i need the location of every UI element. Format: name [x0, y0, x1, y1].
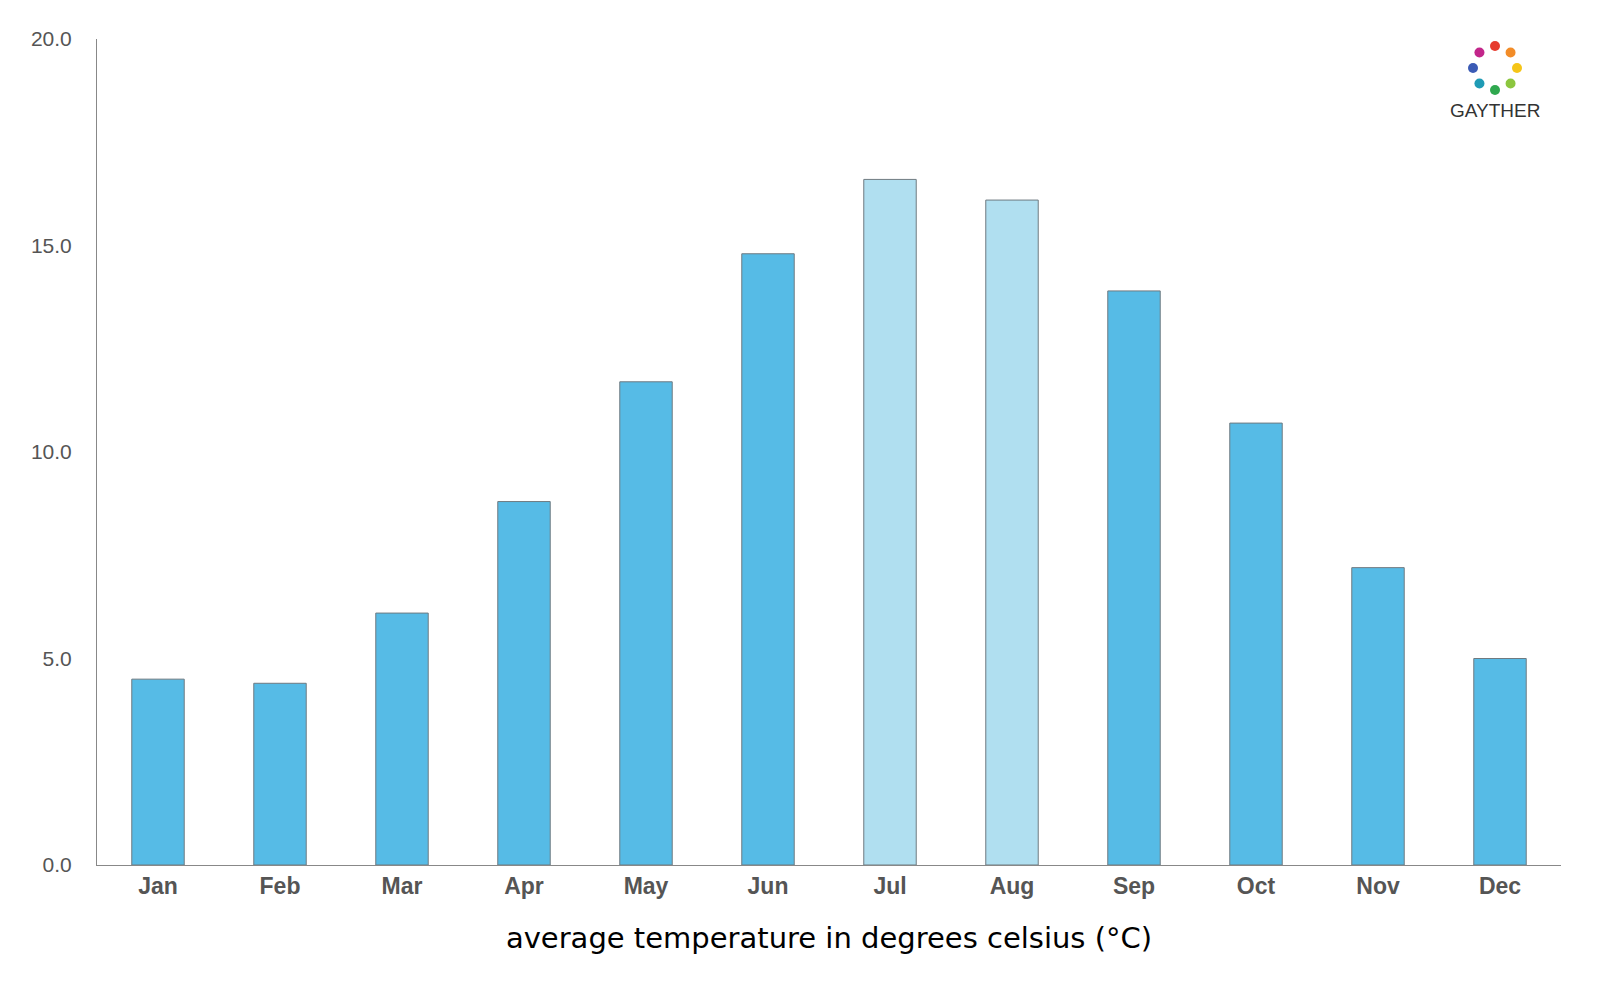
svg-text:May: May — [624, 873, 669, 899]
svg-text:Apr: Apr — [504, 873, 544, 899]
svg-text:15.0: 15.0 — [31, 234, 72, 257]
svg-text:Jun: Jun — [748, 873, 789, 899]
svg-text:Aug: Aug — [990, 873, 1035, 899]
svg-text:10.0: 10.0 — [31, 440, 72, 463]
svg-text:Feb: Feb — [260, 873, 301, 899]
svg-text:0.0: 0.0 — [43, 853, 72, 876]
svg-text:Sep: Sep — [1113, 873, 1155, 899]
svg-text:Jul: Jul — [873, 873, 906, 899]
svg-text:average temperature in degrees: average temperature in degrees celsius (… — [506, 921, 1152, 955]
svg-text:GAYTHER: GAYTHER — [1450, 100, 1540, 121]
svg-text:Dec: Dec — [1479, 873, 1521, 899]
svg-text:Oct: Oct — [1237, 873, 1276, 899]
svg-text:Nov: Nov — [1356, 873, 1400, 899]
svg-text:5.0: 5.0 — [43, 647, 72, 670]
svg-text:Jan: Jan — [138, 873, 178, 899]
svg-text:Mar: Mar — [382, 873, 423, 899]
svg-text:20.0: 20.0 — [31, 27, 72, 50]
